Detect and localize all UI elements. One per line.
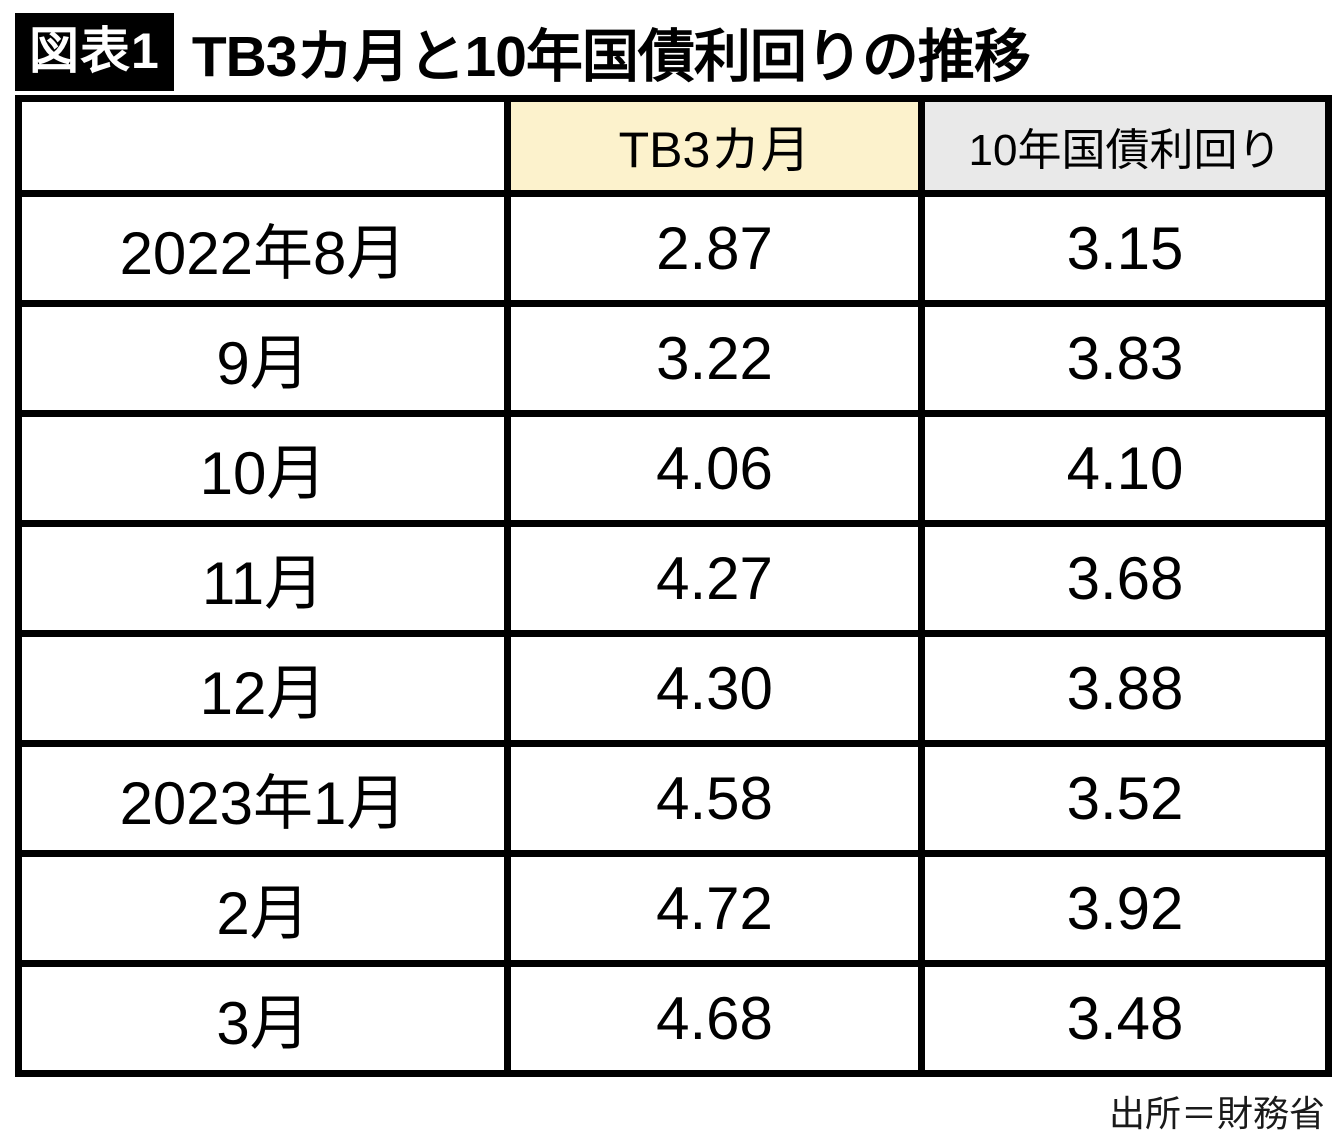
tb3-value: 4.72: [504, 850, 925, 967]
source-note: 出所＝財務省: [1108, 1093, 1325, 1134]
tb3-value: 2.87: [504, 190, 925, 307]
figure-title-row: 図表1 TB3カ月と10年国債利回りの推移: [0, 0, 1340, 95]
row-label: 11月: [15, 520, 511, 637]
jgb10-value: 3.52: [918, 740, 1332, 857]
table-row: 3月 4.68 3.48: [15, 960, 1332, 1077]
table-row: 2022年8月 2.87 3.15: [15, 190, 1332, 307]
table-row: 2023年1月 4.58 3.52: [15, 740, 1332, 857]
jgb10-value: 3.68: [918, 520, 1332, 637]
tb3-value: 4.27: [504, 520, 925, 637]
empty-corner-cell: [15, 95, 511, 197]
table-row: 11月 4.27 3.68: [15, 520, 1332, 637]
jgb10-value: 3.92: [918, 850, 1332, 967]
table-row: 10月 4.06 4.10: [15, 410, 1332, 527]
table-row: 2月 4.72 3.92: [15, 850, 1332, 967]
tb3-value: 4.68: [504, 960, 925, 1077]
page-title: TB3カ月と10年国債利回りの推移: [191, 24, 1031, 89]
jgb10-value: 3.88: [918, 630, 1332, 747]
jgb10-value: 4.10: [918, 410, 1332, 527]
table-header-row: TB3カ月 10年国債利回り: [15, 95, 1332, 197]
yields-table: TB3カ月 10年国債利回り 2022年8月 2.87 3.15 9月 3.22…: [15, 95, 1332, 1077]
tb3-value: 4.06: [504, 410, 925, 527]
tb3-value: 4.58: [504, 740, 925, 857]
row-label: 3月: [15, 960, 511, 1077]
jgb10-value: 3.48: [918, 960, 1332, 1077]
row-label: 10月: [15, 410, 511, 527]
table-row: 12月 4.30 3.88: [15, 630, 1332, 747]
column-header-jgb10: 10年国債利回り: [918, 95, 1332, 197]
figure-number-badge: 図表1: [15, 12, 174, 91]
column-header-tb3: TB3カ月: [504, 95, 925, 197]
jgb10-value: 3.15: [918, 190, 1332, 307]
row-label: 2月: [15, 850, 511, 967]
tb3-value: 4.30: [504, 630, 925, 747]
row-label: 2023年1月: [15, 740, 511, 857]
row-label: 12月: [15, 630, 511, 747]
row-label: 9月: [15, 300, 511, 417]
tb3-value: 3.22: [504, 300, 925, 417]
jgb10-value: 3.83: [918, 300, 1332, 417]
table-row: 9月 3.22 3.83: [15, 300, 1332, 417]
row-label: 2022年8月: [15, 190, 511, 307]
